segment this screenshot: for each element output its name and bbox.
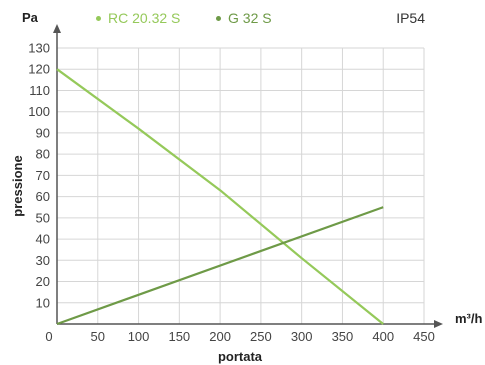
y-axis-unit: Pa	[22, 10, 39, 25]
y-tick-label: 120	[28, 62, 50, 77]
x-tick-label: 350	[332, 329, 354, 344]
x-tick-label: 200	[209, 329, 231, 344]
y-tick-label: 80	[36, 147, 50, 162]
y-tick-label: 100	[28, 104, 50, 119]
y-tick-label: 50	[36, 210, 50, 225]
series-line-rc-20-32-s	[56, 68, 384, 325]
ip-rating-label: IP54	[396, 10, 425, 26]
x-tick-label: 400	[372, 329, 394, 344]
legend-marker	[216, 15, 221, 21]
y-tick-label: 10	[36, 295, 50, 310]
y-tick-label: 60	[36, 189, 50, 204]
x-tick-label: 450	[413, 329, 435, 344]
x-tick-label: 50	[91, 329, 105, 344]
y-tick-label: 130	[28, 41, 50, 56]
y-axis-arrow	[53, 24, 61, 33]
y-tick-label: 40	[36, 232, 50, 247]
y-tick-label: 30	[36, 253, 50, 268]
x-tick-label: 250	[250, 329, 272, 344]
x-tick-label: 150	[168, 329, 190, 344]
x-axis-arrow	[434, 320, 443, 328]
x-tick-label: 0	[45, 329, 52, 344]
legend-marker	[96, 15, 101, 21]
x-axis-label: portata	[218, 349, 263, 364]
legend-item-rc-20-32-s: RC 20.32 S	[96, 10, 180, 26]
y-tick-label: 90	[36, 125, 50, 140]
legend-label: G 32 S	[228, 10, 272, 26]
legend-label: RC 20.32 S	[108, 10, 181, 26]
y-tick-label: 70	[36, 168, 50, 183]
y-tick-label: 110	[29, 83, 50, 98]
x-axis-unit: m³/h	[455, 311, 483, 326]
y-axis-label: pressione	[10, 155, 25, 216]
legend-item-g-32-s: G 32 S	[216, 10, 272, 26]
y-tick-label: 20	[36, 274, 50, 289]
series-line-g-32-s	[56, 206, 384, 326]
x-tick-label: 300	[291, 329, 313, 344]
x-tick-label: 100	[128, 329, 150, 344]
